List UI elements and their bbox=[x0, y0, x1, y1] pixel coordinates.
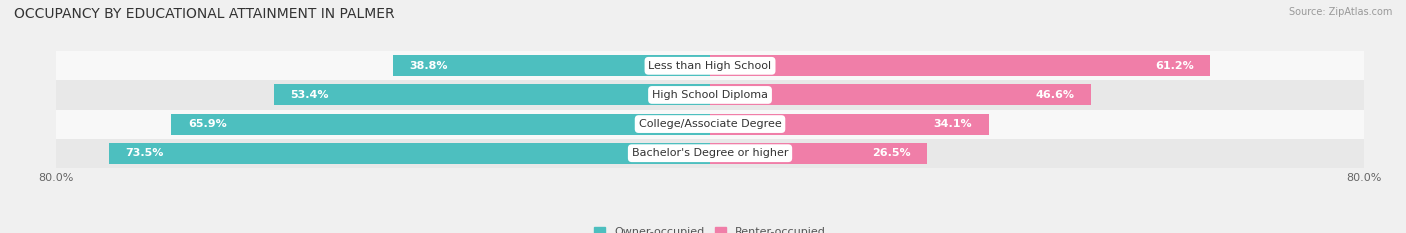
Legend: Owner-occupied, Renter-occupied: Owner-occupied, Renter-occupied bbox=[589, 222, 831, 233]
Bar bbox=[56, 139, 1364, 168]
Text: OCCUPANCY BY EDUCATIONAL ATTAINMENT IN PALMER: OCCUPANCY BY EDUCATIONAL ATTAINMENT IN P… bbox=[14, 7, 395, 21]
Bar bbox=[392, 55, 710, 76]
Text: 61.2%: 61.2% bbox=[1156, 61, 1194, 71]
Text: College/Associate Degree: College/Associate Degree bbox=[638, 119, 782, 129]
Text: 26.5%: 26.5% bbox=[872, 148, 910, 158]
Bar bbox=[274, 84, 710, 105]
Bar bbox=[56, 80, 1364, 110]
Text: 46.6%: 46.6% bbox=[1035, 90, 1074, 100]
Bar bbox=[710, 55, 1211, 76]
Text: 53.4%: 53.4% bbox=[290, 90, 329, 100]
Text: Less than High School: Less than High School bbox=[648, 61, 772, 71]
Text: 73.5%: 73.5% bbox=[125, 148, 165, 158]
Text: Bachelor's Degree or higher: Bachelor's Degree or higher bbox=[631, 148, 789, 158]
Bar bbox=[710, 84, 1091, 105]
Bar bbox=[56, 110, 1364, 139]
Bar bbox=[710, 113, 988, 134]
Text: 34.1%: 34.1% bbox=[934, 119, 973, 129]
Bar bbox=[110, 143, 710, 164]
Bar bbox=[172, 113, 710, 134]
Bar bbox=[56, 51, 1364, 80]
Text: 65.9%: 65.9% bbox=[188, 119, 226, 129]
Text: Source: ZipAtlas.com: Source: ZipAtlas.com bbox=[1288, 7, 1392, 17]
Text: 38.8%: 38.8% bbox=[409, 61, 447, 71]
Bar bbox=[710, 143, 927, 164]
Text: High School Diploma: High School Diploma bbox=[652, 90, 768, 100]
